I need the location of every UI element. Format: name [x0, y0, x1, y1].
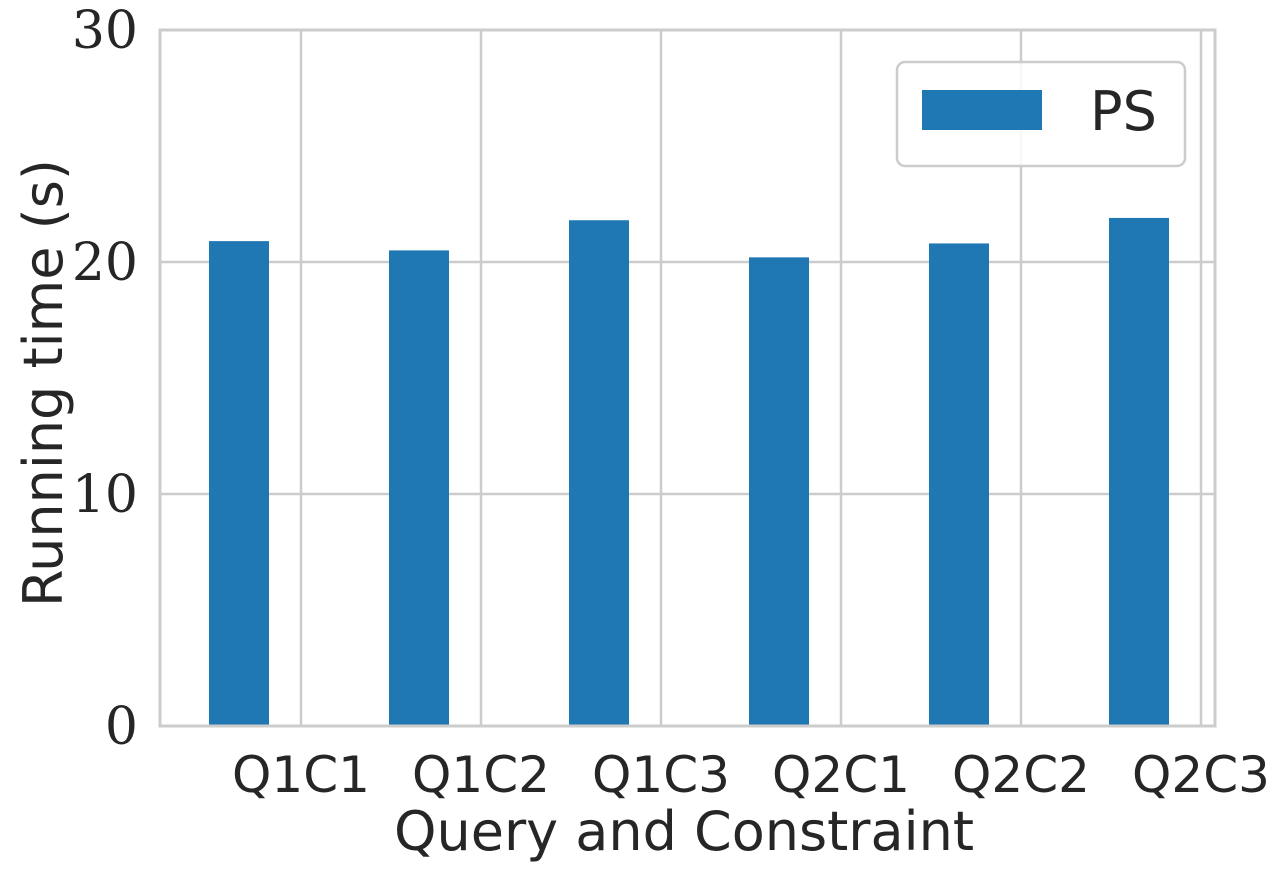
x-tick-label: Q2C1	[772, 746, 910, 804]
bar-q2c1	[749, 257, 809, 726]
x-tick-label: Q2C2	[952, 746, 1090, 804]
bar-q2c2	[929, 243, 989, 726]
legend-swatch	[922, 90, 1042, 130]
bars	[209, 217, 1169, 727]
y-axis-title: Running time (s)	[12, 159, 75, 607]
bar-q1c2	[389, 250, 449, 726]
x-tick-label: Q1C1	[232, 746, 370, 804]
x-tick-label: Q1C2	[412, 746, 550, 804]
y-tick-label: 30	[72, 1, 138, 61]
y-tick-label: 10	[72, 465, 138, 525]
x-tick-label: Q1C3	[592, 746, 730, 804]
y-tick-labels: 0 10 20 30	[72, 1, 138, 757]
y-tick-label: 20	[72, 233, 138, 293]
x-tick-labels: Q1C1 Q1C2 Q1C3 Q2C1 Q2C2 Q2C3	[232, 746, 1270, 804]
plot-frame	[158, 28, 1217, 728]
bar-q2c3	[1109, 217, 1169, 727]
legend-label: PS	[1090, 80, 1157, 143]
x-tick-label: Q2C3	[1132, 746, 1270, 804]
bar-q1c3	[569, 220, 629, 727]
x-axis-title: Query and Constraint	[394, 800, 974, 863]
legend: PS	[895, 60, 1187, 168]
y-tick-label: 0	[105, 697, 138, 757]
bar-q1c1	[209, 241, 269, 726]
